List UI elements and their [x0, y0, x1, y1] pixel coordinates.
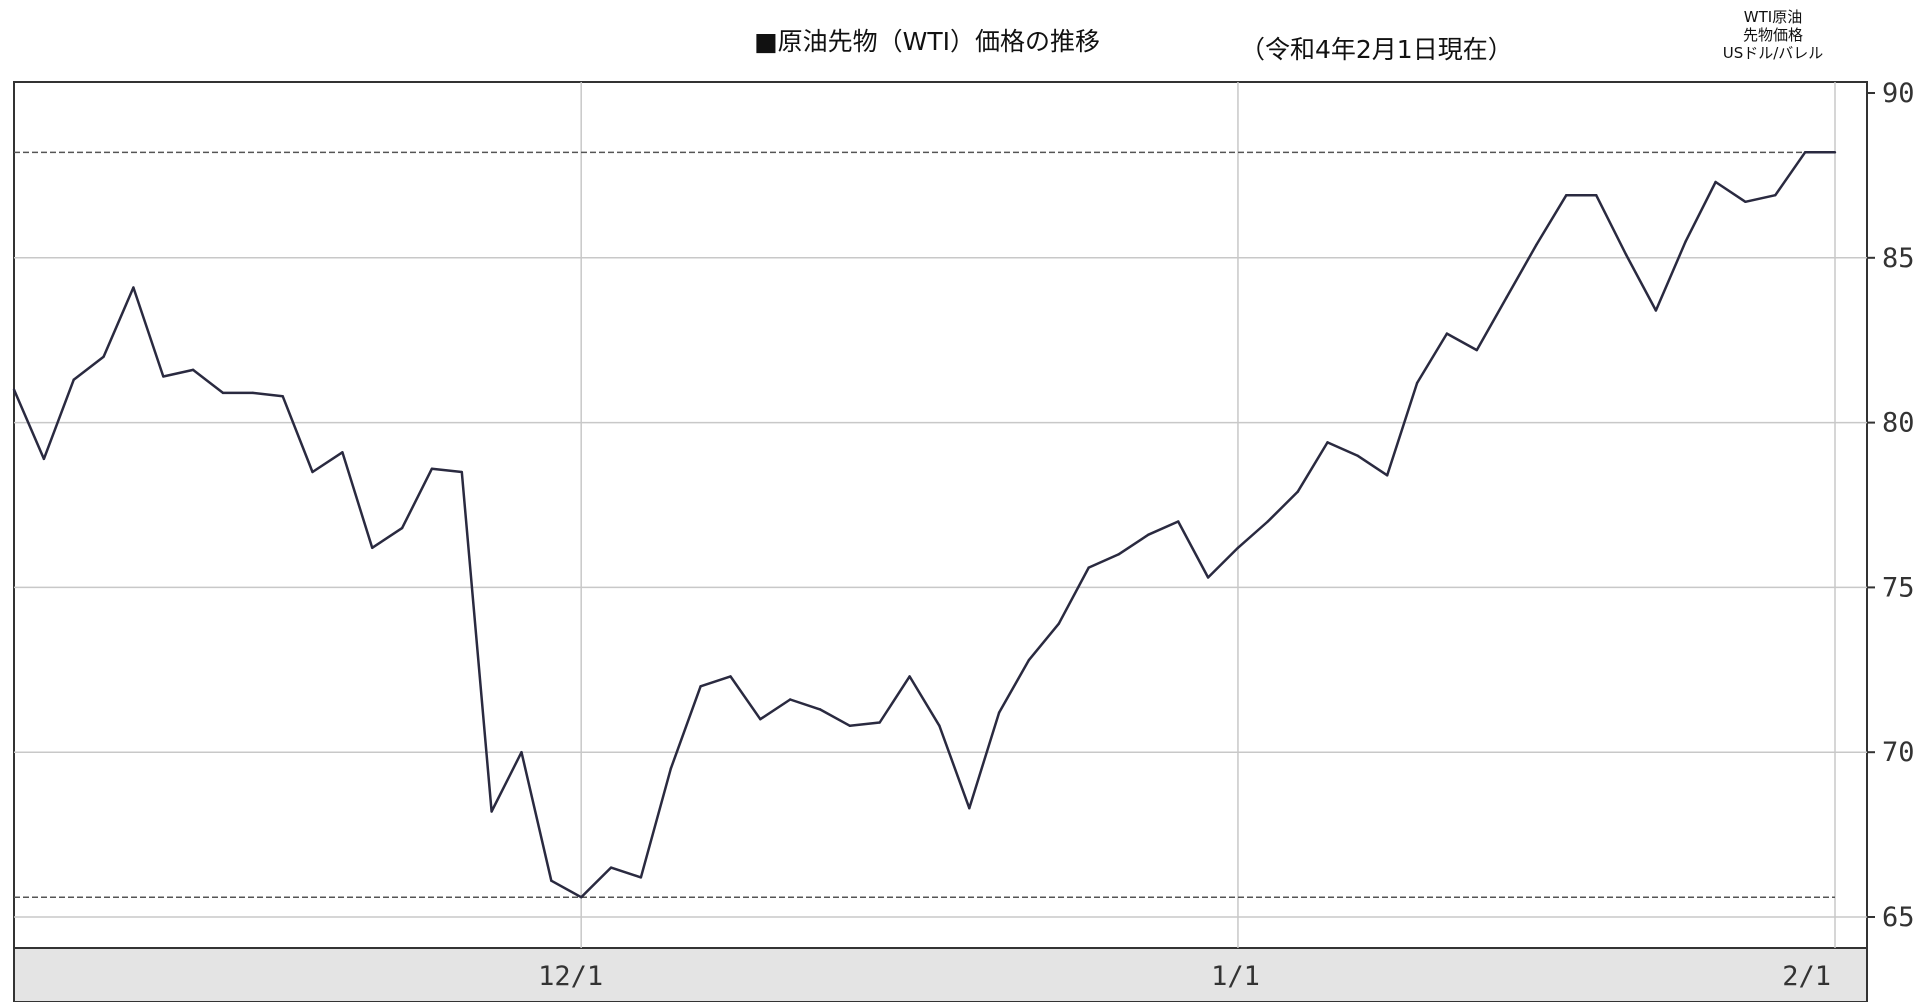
y-axis-ticks: 65 70 75 80 85 90: [1867, 78, 1915, 933]
price-point: [729, 675, 732, 678]
price-point: [938, 724, 941, 728]
price-point: [788, 698, 792, 701]
unit-label: WTI原油 先物価格 USドル/バレル: [1698, 8, 1848, 62]
price-point: [1177, 520, 1180, 523]
price-point: [191, 368, 195, 372]
price-point: [908, 675, 911, 678]
date-note: （令和4年2月1日現在）: [1240, 35, 1513, 64]
price-point: [1147, 533, 1150, 536]
price-point: [1744, 200, 1747, 203]
price-point: [311, 470, 314, 474]
price-point: [72, 378, 75, 381]
price-point: [1057, 622, 1061, 625]
chart-title: ■原油先物（WTI）価格の推移: [754, 27, 1100, 56]
price-point: [430, 467, 434, 470]
price-point: [400, 526, 404, 530]
price-point: [12, 388, 16, 391]
price-point: [1206, 576, 1210, 579]
price-point: [1535, 243, 1538, 246]
price-point: [848, 724, 852, 728]
price-point: [609, 866, 613, 869]
unit-label-line-1: WTI原油: [1743, 8, 1803, 26]
price-point: [550, 879, 553, 882]
price-point: [132, 286, 135, 289]
price-point: [1714, 180, 1717, 184]
price-point: [162, 375, 165, 378]
x-tick-label: 2/1: [1782, 961, 1831, 992]
price-point: [460, 470, 463, 474]
price-point: [371, 546, 374, 550]
price-point: [818, 708, 822, 711]
price-point: [579, 896, 583, 899]
plot-frame: [13, 81, 1868, 949]
price-point: [1475, 348, 1478, 352]
unit-label-line-2: 先物価格: [1742, 26, 1803, 44]
price-line: [12, 151, 1835, 899]
price-point: [1296, 490, 1299, 494]
y-tick-label-70: 70: [1882, 737, 1915, 768]
gridlines: [14, 82, 1867, 948]
price-point: [1803, 151, 1807, 154]
x-tick-label: 1/1: [1211, 961, 1260, 992]
price-point: [1624, 253, 1628, 256]
y-tick-label-85: 85: [1882, 243, 1915, 274]
price-point: [1654, 309, 1658, 312]
price-point: [997, 711, 1001, 714]
price-point: [968, 807, 971, 810]
price-point: [1445, 332, 1449, 335]
price-point: [1505, 296, 1508, 299]
price-point: [251, 391, 255, 395]
price-point: [1236, 546, 1240, 550]
price-point: [1684, 240, 1687, 243]
price-point: [490, 810, 493, 813]
price-point: [1565, 193, 1568, 197]
price-point: [759, 718, 762, 721]
price-point: [1415, 381, 1419, 385]
price-point: [1356, 454, 1359, 457]
y-tick-label-65: 65: [1882, 902, 1915, 933]
price-point: [639, 876, 643, 879]
x-axis-ticks: 12/1 1/1 2/1: [538, 961, 1831, 992]
price-point: [878, 721, 881, 724]
y-tick-label-75: 75: [1882, 572, 1915, 603]
x-tick-label: 12/1: [538, 961, 603, 992]
price-point: [221, 391, 225, 395]
price-point: [1326, 441, 1329, 444]
x-axis-band: [13, 947, 1868, 1002]
price-point: [1833, 151, 1837, 154]
price-point: [281, 395, 284, 398]
price-point: [42, 457, 46, 461]
price-point: [699, 685, 702, 688]
price-point: [520, 751, 523, 754]
price-point: [1087, 566, 1090, 569]
price-point: [1117, 553, 1120, 556]
price-point: [1266, 520, 1270, 523]
price-point: [669, 767, 672, 770]
y-tick-label-90: 90: [1882, 78, 1915, 109]
price-point: [1594, 193, 1598, 197]
price-point: [1027, 658, 1031, 662]
unit-label-line-3: USドル/バレル: [1722, 44, 1824, 62]
reference-lines: [14, 151, 1835, 898]
y-tick-label-80: 80: [1882, 408, 1915, 439]
price-point: [1386, 474, 1389, 477]
price-point: [341, 451, 344, 454]
price-point: [102, 355, 105, 358]
price-point: [1774, 193, 1777, 197]
series-layer: [12, 151, 1837, 899]
